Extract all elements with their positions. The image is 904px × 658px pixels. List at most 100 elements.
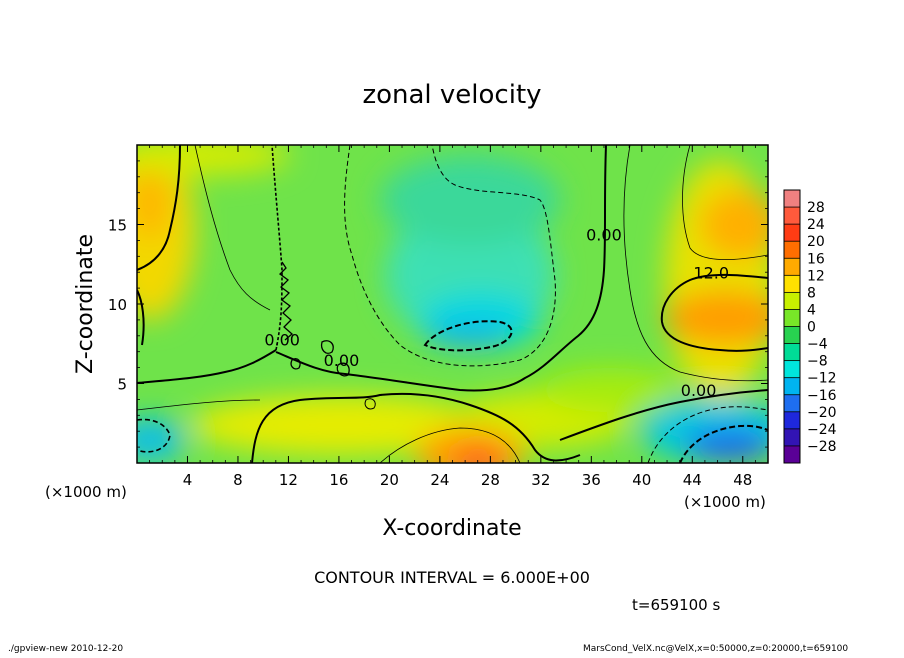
colorbar-tick-label: −4	[807, 337, 828, 353]
x-tick-label: 32	[531, 471, 550, 489]
colorbar-tick-label: −8	[807, 354, 828, 370]
contour-left-edge	[137, 289, 145, 346]
time-stamp: t=659100 s	[632, 596, 720, 614]
field-teal-top	[380, 155, 560, 245]
x-tick-label: 4	[183, 471, 193, 489]
contour-interval: CONTOUR INTERVAL = 6.000E+00	[314, 568, 590, 587]
contour-neg6-dashed-center	[344, 145, 556, 367]
contour-label: 0.00	[324, 351, 360, 370]
contour-six-thin-3	[623, 145, 768, 382]
colorbar-tick-label: 12	[807, 268, 825, 284]
contour-six-thin-4	[137, 399, 261, 411]
contour-blob-1	[320, 340, 334, 354]
colorbar-swatch	[784, 275, 800, 293]
field-yellow-left-top	[137, 145, 290, 175]
y-tick-label: 15	[108, 217, 127, 235]
colorbar-tick-label: 8	[807, 285, 816, 301]
colorbar-tick-label: −16	[807, 388, 837, 404]
contour-wiggle	[279, 261, 293, 341]
contour-zero-right	[559, 389, 768, 441]
colorbar-swatch	[784, 377, 800, 396]
y-tick-label: 10	[108, 296, 127, 314]
contour-blob-4	[364, 398, 376, 410]
contour-six-thin-2	[682, 145, 768, 260]
x-unit-left: (×1000 m)	[45, 483, 127, 501]
colorbar-swatch	[784, 445, 800, 464]
x-unit-right: (×1000 m)	[684, 493, 766, 511]
field-orange-right	[665, 290, 768, 346]
contour-zero-left-top	[137, 145, 181, 271]
footer-right: MarsCond_VelX.nc@VelX,x=0:50000,z=0:2000…	[583, 644, 848, 654]
colorbar-swatch	[784, 309, 800, 327]
x-tick-label: 12	[279, 471, 298, 489]
colorbar-tick-label: −24	[807, 422, 837, 438]
contour-blob-3	[290, 358, 301, 370]
contour-twelve-right	[660, 273, 768, 352]
contour-neg12-dashed-center	[423, 320, 513, 352]
contour-labels: 0.00 0.00 0.00 12.0 0.00	[264, 225, 729, 400]
colorbar-swatch	[784, 207, 800, 225]
colorbar-tick-label: 16	[807, 251, 825, 267]
x-tick-label: 28	[481, 471, 500, 489]
x-axis: 4 8 12 16 20 24 28 32 36 40 44 48	[149, 145, 756, 489]
field-orange-right-top	[700, 190, 768, 260]
field-orange-bottom	[415, 427, 525, 463]
colorbar-tick-label: 0	[807, 320, 816, 336]
contour-label: 0.00	[681, 381, 717, 400]
field-orange-left	[137, 160, 168, 240]
colorbar-tick-label: 24	[807, 217, 825, 233]
colorbar-swatch	[784, 411, 800, 430]
colorbar-swatch	[784, 360, 800, 379]
footer-left: ./gpview-new 2010-12-20	[8, 644, 123, 654]
x-tick-label: 44	[683, 471, 702, 489]
contour-neg12-dashed-right	[679, 424, 768, 463]
colorbar-swatch	[784, 224, 800, 242]
contour-zero-midline	[275, 145, 607, 392]
field-lime-mid	[540, 368, 680, 412]
x-tick-label: 24	[430, 471, 449, 489]
colorbar-swatch	[784, 428, 800, 447]
x-tick-label: 16	[329, 471, 348, 489]
colorbar-tick-label: −28	[807, 439, 837, 455]
colorbar-swatch	[784, 394, 800, 413]
contour-label: 0.00	[586, 225, 622, 244]
field-cyan-left-bottom	[137, 418, 185, 462]
x-axis-label: X-coordinate	[382, 516, 521, 541]
contour-label: 0.00	[264, 330, 300, 349]
colorbar-tick-label: 28	[807, 200, 825, 216]
colorbar-swatch	[784, 326, 800, 344]
heatmap-field	[137, 145, 768, 463]
colorbar-tick-label: −20	[807, 405, 837, 421]
y-axis-label: Z-coordinate	[73, 234, 98, 374]
x-tick-label: 40	[632, 471, 651, 489]
colorbar-swatch	[784, 292, 800, 310]
colorbar-swatch	[784, 190, 800, 208]
contour-neg6-dashed-right	[647, 406, 768, 463]
field-blue-center	[426, 323, 510, 347]
chart-title: zonal velocity	[362, 80, 541, 110]
colorbar-tick-label: −12	[807, 371, 837, 387]
field-blue-right-bottom	[685, 429, 768, 461]
colorbar-tick-label: 20	[807, 234, 825, 250]
contour-zero-up-left	[271, 145, 283, 351]
x-tick-label: 8	[233, 471, 243, 489]
contour-neg6-dashed-left	[137, 418, 171, 453]
contour-label: 12.0	[693, 264, 729, 283]
contour-blob-2	[336, 362, 350, 377]
x-tick-label: 36	[582, 471, 601, 489]
contour-zero-left	[137, 349, 277, 384]
y-tick-label: 5	[117, 376, 127, 394]
x-tick-label: 20	[380, 471, 399, 489]
contours	[137, 145, 768, 463]
contour-six-thin-1	[194, 145, 271, 311]
colorbar-tick-label: 4	[807, 302, 816, 318]
colorbar-swatch	[784, 343, 800, 362]
contour-six-thin-5	[379, 427, 521, 463]
x-tick-label: 48	[733, 471, 752, 489]
colorbar-swatch	[784, 241, 800, 259]
contour-zero-bottom	[251, 392, 581, 463]
colorbar-swatch	[784, 258, 800, 276]
